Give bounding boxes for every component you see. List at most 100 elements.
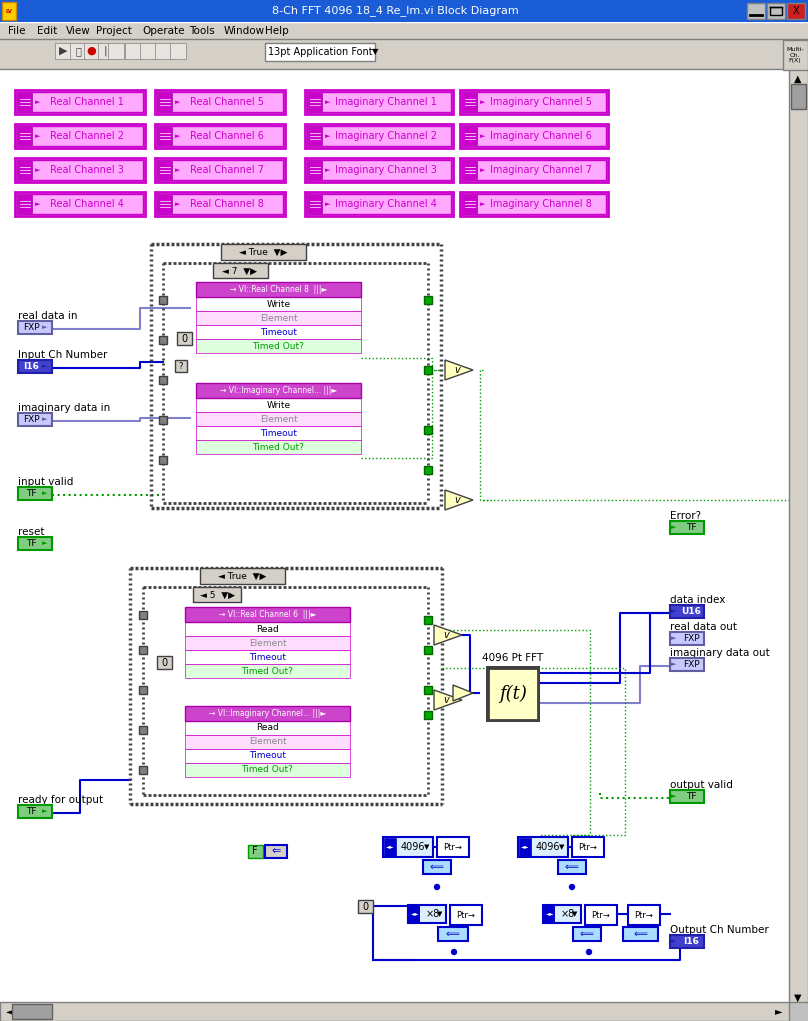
Text: real data in: real data in xyxy=(18,311,78,321)
Text: ►: ► xyxy=(42,417,48,423)
Bar xyxy=(265,43,375,61)
Bar xyxy=(158,161,172,179)
Text: ▼: ▼ xyxy=(437,911,443,917)
Text: ►: ► xyxy=(175,133,180,139)
Bar xyxy=(18,127,32,145)
Text: Timed Out?: Timed Out? xyxy=(242,766,293,775)
Text: Operate: Operate xyxy=(142,26,185,36)
Text: ►: ► xyxy=(480,201,486,207)
Text: TF: TF xyxy=(686,792,696,801)
Bar xyxy=(460,158,608,182)
Bar xyxy=(307,160,451,180)
Bar xyxy=(175,360,187,372)
Text: 8-Ch FFT 4096 18_4 Re_Im.vi Block Diagram: 8-Ch FFT 4096 18_4 Re_Im.vi Block Diagra… xyxy=(271,5,519,16)
Bar xyxy=(98,43,114,59)
Bar xyxy=(196,440,361,454)
Text: → VI::Imaginary Channel... |||►: → VI::Imaginary Channel... |||► xyxy=(209,709,326,718)
Text: ►: ► xyxy=(35,201,40,207)
Text: 4096: 4096 xyxy=(536,842,560,852)
Bar xyxy=(424,366,432,374)
Text: Multi-
Ch.
F(X): Multi- Ch. F(X) xyxy=(786,47,804,63)
Text: Real Channel 2: Real Channel 2 xyxy=(50,131,124,141)
Bar xyxy=(0,0,808,22)
Bar xyxy=(196,282,361,297)
Bar xyxy=(84,43,100,59)
Bar xyxy=(305,124,453,148)
Text: input valid: input valid xyxy=(18,477,74,487)
Text: ►: ► xyxy=(325,167,330,173)
Text: ⟸: ⟸ xyxy=(446,929,460,939)
Text: ►: ► xyxy=(175,201,180,207)
Bar xyxy=(196,383,361,398)
Text: ►: ► xyxy=(325,133,330,139)
Text: LV: LV xyxy=(6,8,12,13)
Text: ▼: ▼ xyxy=(794,993,802,1003)
Bar xyxy=(670,935,704,949)
Bar xyxy=(185,650,350,664)
Bar xyxy=(460,192,608,216)
Bar xyxy=(108,43,124,59)
Text: FXP: FXP xyxy=(683,660,699,669)
Bar xyxy=(165,265,426,501)
Bar xyxy=(544,906,555,922)
Text: ►: ► xyxy=(671,609,676,615)
Bar xyxy=(438,927,468,941)
Bar xyxy=(463,127,477,145)
Text: TF: TF xyxy=(686,523,696,532)
Text: Element: Element xyxy=(259,415,297,424)
Text: ⟸: ⟸ xyxy=(580,929,594,939)
Bar xyxy=(153,246,439,506)
Bar xyxy=(423,860,451,874)
Bar xyxy=(460,124,608,148)
Circle shape xyxy=(452,950,457,955)
Text: Input Ch Number: Input Ch Number xyxy=(18,350,107,360)
Bar xyxy=(159,336,167,344)
Bar xyxy=(450,905,482,925)
Bar xyxy=(623,927,658,941)
Bar xyxy=(462,160,606,180)
Bar xyxy=(17,160,143,180)
Text: 0: 0 xyxy=(362,902,368,912)
Bar xyxy=(139,686,147,694)
Text: ◄►: ◄► xyxy=(385,844,394,849)
Text: Read: Read xyxy=(256,724,279,732)
Bar xyxy=(196,412,361,426)
Text: ►: ► xyxy=(175,167,180,173)
Bar xyxy=(158,195,172,213)
Bar xyxy=(139,766,147,774)
Bar xyxy=(12,1004,52,1019)
Bar xyxy=(139,726,147,734)
Bar xyxy=(157,126,283,146)
Bar xyxy=(185,607,350,622)
Bar xyxy=(196,297,361,311)
Text: TF: TF xyxy=(26,539,36,548)
Text: ►: ► xyxy=(480,133,486,139)
Bar xyxy=(358,900,373,913)
Text: f(t): f(t) xyxy=(499,685,527,703)
Text: Window: Window xyxy=(224,26,265,36)
Bar xyxy=(437,837,469,857)
Text: ►: ► xyxy=(671,525,676,531)
Text: Real Channel 5: Real Channel 5 xyxy=(190,97,264,107)
Bar xyxy=(462,194,606,214)
Text: View: View xyxy=(66,26,91,36)
Text: Timeout: Timeout xyxy=(249,652,286,662)
Text: ◄: ◄ xyxy=(6,1006,14,1016)
Bar xyxy=(155,192,285,216)
Text: ►: ► xyxy=(175,99,180,105)
Bar xyxy=(185,622,350,636)
Bar xyxy=(125,43,141,59)
Bar xyxy=(157,657,172,669)
Bar xyxy=(17,92,143,112)
Text: real data out: real data out xyxy=(670,622,737,632)
Text: ►: ► xyxy=(671,938,676,944)
Bar xyxy=(155,158,285,182)
Bar xyxy=(177,332,192,345)
Polygon shape xyxy=(445,490,473,510)
Bar xyxy=(747,3,765,19)
Text: Imaginary Channel 7: Imaginary Channel 7 xyxy=(490,165,592,175)
Text: Element: Element xyxy=(249,638,286,647)
Text: Project: Project xyxy=(95,26,132,36)
Text: Ptr→: Ptr→ xyxy=(457,911,475,920)
Bar xyxy=(670,790,704,803)
